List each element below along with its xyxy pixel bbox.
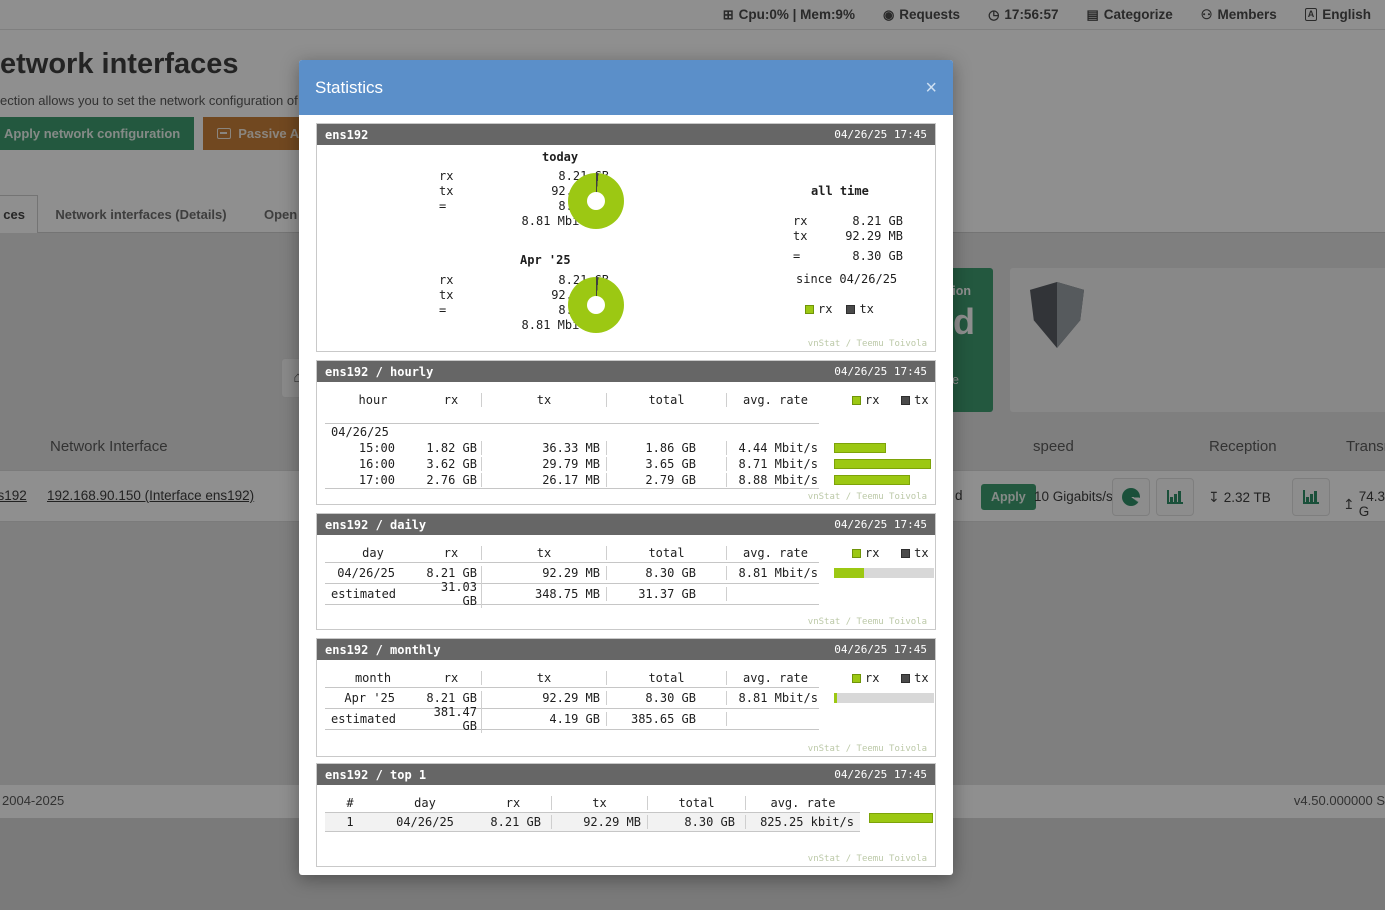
bar-chart-button-reception[interactable] bbox=[1156, 478, 1194, 516]
vnstat-summary-header: ens192 04/26/25 17:45 bbox=[317, 124, 935, 145]
vnstat-hourly-panel: ens192 / hourly 04/26/25 17:45 hour rx tx t… bbox=[316, 360, 936, 505]
summary-since: since 04/26/25 bbox=[796, 272, 898, 286]
interface-table-header: Network Interface speed Reception Transm bbox=[0, 425, 1385, 470]
translate-icon: A bbox=[1304, 8, 1318, 21]
hourly-bar bbox=[834, 459, 931, 469]
page-subtitle: ection allows you to set the network con… bbox=[0, 93, 323, 108]
tab-open-ports[interactable]: Open p bbox=[264, 206, 309, 222]
green-card-top-text: tion bbox=[948, 284, 971, 298]
hourly-bar bbox=[834, 475, 910, 485]
vnstat-watermark: vnStat / Teemu Toivola bbox=[807, 854, 927, 864]
bar-chart-button-transmission[interactable] bbox=[1292, 478, 1330, 516]
clock-display: ◷ 17:56:57 bbox=[988, 6, 1059, 23]
row-text-fragment: d bbox=[955, 488, 963, 503]
statistics-modal: Statistics × ens192 04/26/25 17:45 today… bbox=[299, 60, 953, 875]
interface-name-link[interactable]: ns192 bbox=[0, 488, 27, 503]
hourly-row: 17:00 2.76 GB 26.17 MB 2.79 GB 8.88 Mbit/s bbox=[325, 472, 935, 488]
vnstat-watermark: vnStat / Teemu Toivola bbox=[807, 617, 927, 627]
categorize-menu[interactable]: ▤ Categorize bbox=[1086, 6, 1173, 23]
vnstat-top-header: ens192 / top 1 04/26/25 17:45 bbox=[317, 764, 935, 785]
column-reception: Reception bbox=[1209, 438, 1277, 455]
interface-address-link[interactable]: 192.168.90.150 (Interface ens192) bbox=[47, 488, 255, 503]
month-donut-chart bbox=[568, 277, 624, 333]
today-donut-chart bbox=[568, 173, 624, 229]
reception-value: ↧ 2.32 TB bbox=[1208, 489, 1271, 505]
modal-body: ens192 04/26/25 17:45 today rx8.21 GB tx… bbox=[299, 115, 953, 867]
vnstat-top-panel: ens192 / top 1 04/26/25 17:45 # day rx tx t… bbox=[316, 763, 936, 867]
members-menu[interactable]: ⚇ Members bbox=[1200, 6, 1277, 23]
top-row: 1 04/26/25 8.21 GB 92.29 MB 8.30 GB 825.25 … bbox=[325, 813, 860, 831]
hourly-row: 15:00 1.82 GB 36.33 MB 1.86 GB 4.44 Mbit/s bbox=[325, 440, 935, 456]
vnstat-summary-panel: ens192 04/26/25 17:45 today rx8.21 GB tx… bbox=[316, 123, 936, 352]
users-icon: ⚇ bbox=[1200, 6, 1213, 22]
page-title: etwork interfaces bbox=[0, 48, 239, 80]
clock-icon: ◷ bbox=[988, 6, 1000, 22]
requests-menu[interactable]: ◉ Requests bbox=[882, 6, 961, 23]
eye-icon: ◉ bbox=[882, 6, 895, 22]
vnstat-watermark: vnStat / Teemu Toivola bbox=[807, 492, 927, 502]
monthly-row: Apr '25 8.21 GB 92.29 MB 8.30 GB 8.81 Mbit… bbox=[325, 688, 935, 708]
status-card-shield bbox=[1010, 268, 1385, 412]
summary-month-title: Apr '25 bbox=[520, 253, 571, 267]
scan-icon bbox=[217, 128, 232, 139]
top-navbar: ⊞ Cpu:0% | Mem:9% ◉ Requests ◷ 17:56:57 ▤ Ca… bbox=[0, 0, 1385, 30]
cpu-icon: ⊞ bbox=[722, 6, 734, 22]
language-menu[interactable]: A English bbox=[1304, 7, 1371, 22]
copyright-years: 2004-2025 bbox=[2, 793, 65, 808]
modal-title: Statistics bbox=[315, 77, 384, 97]
transmission-value: ↥ 74.3 G bbox=[1343, 489, 1385, 519]
modal-header: Statistics × bbox=[299, 60, 953, 115]
tab-network-interfaces[interactable]: ces bbox=[0, 195, 38, 233]
upload-icon: ↥ bbox=[1343, 495, 1355, 512]
vnstat-daily-header: ens192 / daily 04/26/25 17:45 bbox=[317, 514, 935, 535]
apply-network-configuration-button[interactable]: Apply network configuration bbox=[0, 117, 195, 150]
daily-estimated-row: estimated 31.03 GB 348.75 MB 31.37 GB bbox=[325, 580, 935, 608]
vnstat-monthly-header: ens192 / monthly 04/26/25 17:45 bbox=[317, 639, 935, 660]
speed-value: 10 Gigabits/s bbox=[1034, 489, 1113, 504]
book-icon: ▤ bbox=[1086, 6, 1099, 22]
cpu-mem-status: ⊞ Cpu:0% | Mem:9% bbox=[722, 6, 855, 23]
hourly-legend: rx tx bbox=[852, 393, 929, 407]
summary-legend: rx tx bbox=[805, 302, 874, 316]
pie-chart-button[interactable] bbox=[1112, 478, 1150, 516]
download-icon: ↧ bbox=[1208, 489, 1220, 505]
hourly-bar bbox=[834, 443, 886, 453]
tab-network-interfaces-details[interactable]: Network interfaces (Details) bbox=[55, 206, 227, 222]
monthly-estimated-row: estimated 381.47 GB 4.19 GB 385.65 GB bbox=[325, 705, 935, 733]
home-icon: ⌂ bbox=[293, 369, 303, 386]
column-network-interface: Network Interface bbox=[50, 438, 168, 455]
vnstat-monthly-panel: ens192 / monthly 04/26/25 17:45 month rx t… bbox=[316, 638, 936, 757]
daily-legend: rx tx bbox=[852, 546, 929, 560]
vnstat-hourly-header: ens192 / hourly 04/26/25 17:45 bbox=[317, 361, 935, 382]
close-icon[interactable]: × bbox=[925, 76, 937, 99]
hourly-row: 16:00 3.62 GB 29.79 MB 3.65 GB 8.71 Mbit/s bbox=[325, 456, 935, 472]
column-speed: speed bbox=[1033, 438, 1074, 455]
bar-chart-icon bbox=[1167, 490, 1183, 504]
summary-alltime-title: all time bbox=[811, 184, 869, 198]
column-transmission: Transm bbox=[1346, 438, 1385, 455]
vnstat-watermark: vnStat / Teemu Toivola bbox=[807, 744, 927, 754]
daily-bar bbox=[834, 568, 864, 578]
version-label: v4.50.000000 S bbox=[1293, 793, 1385, 808]
rx-legend-swatch bbox=[805, 305, 814, 314]
green-card-bottom-text: e bbox=[952, 373, 959, 387]
monthly-legend: rx tx bbox=[852, 671, 929, 685]
vnstat-daily-panel: ens192 / daily 04/26/25 17:45 day rx tx tot… bbox=[316, 513, 936, 630]
summary-today-title: today bbox=[542, 150, 579, 164]
bar-chart-icon bbox=[1303, 490, 1319, 504]
vnstat-watermark: vnStat / Teemu Toivola bbox=[807, 339, 927, 349]
daily-row: 04/26/25 8.21 GB 92.29 MB 8.30 GB 8.81 Mbi… bbox=[325, 563, 935, 583]
tx-legend-swatch bbox=[846, 305, 856, 314]
top-bar bbox=[869, 813, 933, 823]
monthly-bar bbox=[834, 693, 837, 703]
apply-button[interactable]: Apply bbox=[981, 484, 1036, 510]
pie-chart-icon bbox=[1122, 488, 1140, 506]
